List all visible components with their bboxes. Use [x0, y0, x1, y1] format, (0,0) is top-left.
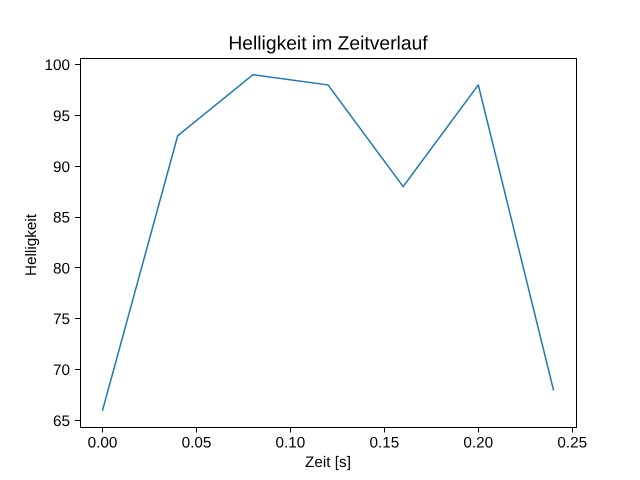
svg-text:80: 80 [53, 260, 70, 277]
svg-text:70: 70 [53, 362, 70, 379]
svg-text:95: 95 [53, 108, 70, 125]
svg-text:75: 75 [53, 311, 70, 328]
svg-text:Helligkeit im Zeitverlauf: Helligkeit im Zeitverlauf [228, 34, 428, 55]
svg-text:Zeit [s]: Zeit [s] [305, 454, 351, 471]
svg-text:0.15: 0.15 [369, 435, 399, 452]
svg-text:0.00: 0.00 [88, 435, 118, 452]
svg-text:Helligkeit: Helligkeit [23, 213, 40, 276]
svg-text:65: 65 [53, 413, 70, 430]
svg-text:100: 100 [44, 57, 70, 74]
svg-text:85: 85 [53, 210, 70, 227]
svg-text:0.05: 0.05 [182, 435, 212, 452]
svg-text:0.25: 0.25 [557, 435, 587, 452]
svg-text:0.10: 0.10 [276, 435, 306, 452]
svg-text:0.20: 0.20 [463, 435, 493, 452]
svg-text:90: 90 [53, 159, 70, 176]
